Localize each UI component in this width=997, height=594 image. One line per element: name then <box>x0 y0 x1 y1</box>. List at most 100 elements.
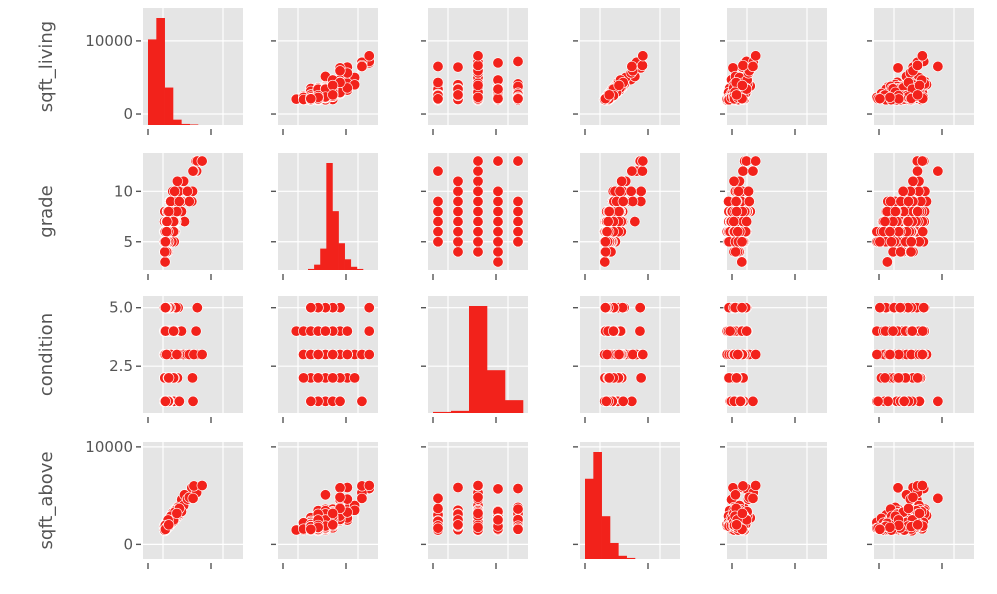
scatter-point <box>634 302 646 314</box>
scatter-point <box>614 185 626 197</box>
y-tick-label: 10 <box>114 182 133 200</box>
scatter-point <box>334 491 346 503</box>
scatter-point <box>912 165 924 177</box>
scatter-point <box>472 50 484 62</box>
histogram-bar <box>350 266 358 270</box>
scatter-point <box>737 59 749 71</box>
scatter-point <box>882 395 894 407</box>
scatter-point <box>432 502 444 514</box>
scatter-point <box>874 93 886 105</box>
scatter-point <box>472 479 484 491</box>
scatter-point <box>472 206 484 218</box>
scatter-point <box>452 481 464 493</box>
scatter-point <box>492 216 504 228</box>
scatter-point <box>472 521 484 533</box>
scatter-point <box>452 236 464 248</box>
scatter-point <box>472 155 484 167</box>
scatter-point <box>728 216 740 228</box>
histogram-bar <box>593 452 602 559</box>
panel-grade-col4 <box>573 153 680 280</box>
histogram-bar <box>451 410 470 413</box>
scatter-point <box>452 519 464 531</box>
scatter-point <box>472 165 484 177</box>
scatter-point <box>906 325 918 337</box>
scatter-point <box>742 185 754 197</box>
scatter-point <box>512 226 524 238</box>
y-tick-label: 5.0 <box>109 299 133 317</box>
y-axis-label-grade: grade <box>36 185 57 237</box>
scatter-point <box>874 302 886 314</box>
scatter-point <box>750 50 762 62</box>
scatter-point <box>492 246 504 258</box>
scatter-point <box>729 489 741 501</box>
scatter-point <box>452 216 464 228</box>
scatter-point <box>163 519 175 531</box>
scatter-point <box>173 395 185 407</box>
scatter-point <box>492 195 504 207</box>
scatter-point <box>918 302 930 314</box>
scatter-point <box>912 372 924 384</box>
scatter-point <box>912 206 924 218</box>
scatter-point <box>887 325 899 337</box>
histogram-bar <box>156 18 165 125</box>
scatter-point <box>472 195 484 207</box>
scatter-point <box>599 236 611 248</box>
scatter-point <box>601 226 613 238</box>
scatter-point <box>917 325 929 337</box>
scatter-point <box>159 256 171 268</box>
panel-sqft_above-col1 <box>136 442 243 569</box>
scatter-point <box>356 395 368 407</box>
scatter-point <box>603 89 615 101</box>
scatter-point <box>603 206 615 218</box>
scatter-point <box>327 79 339 91</box>
scatter-point <box>730 246 742 258</box>
scatter-point <box>472 246 484 258</box>
y-tick-label: 2.5 <box>109 357 133 375</box>
scatter-point <box>492 256 504 268</box>
scatter-point <box>747 395 759 407</box>
scatter-point <box>356 60 368 72</box>
panel-condition-col1 <box>136 296 243 423</box>
scatter-point <box>196 479 208 491</box>
panel-grade-col3 <box>421 153 528 280</box>
scatter-point <box>363 302 375 314</box>
scatter-point <box>492 514 504 526</box>
scatter-point <box>885 195 897 207</box>
scatter-point <box>161 226 173 238</box>
scatter-point <box>884 226 896 238</box>
y-tick-label: 5 <box>123 233 133 251</box>
scatter-point <box>432 206 444 218</box>
scatter-point <box>635 372 647 384</box>
scatter-point <box>298 372 310 384</box>
panel-grade-col2 <box>271 153 378 280</box>
scatter-point <box>601 348 613 360</box>
scatter-point <box>492 185 504 197</box>
scatter-point <box>196 348 208 360</box>
scatter-point <box>932 165 944 177</box>
scatter-point <box>894 302 906 314</box>
scatter-point <box>432 165 444 177</box>
scatter-point <box>363 348 375 360</box>
scatter-point <box>312 372 324 384</box>
histogram-bar <box>148 39 157 125</box>
scatter-point <box>512 195 524 207</box>
scatter-point <box>452 61 464 73</box>
scatter-point <box>327 507 339 519</box>
y-tick-label: 0 <box>123 105 133 123</box>
scatter-point <box>879 216 891 228</box>
scatter-point <box>616 175 628 187</box>
scatter-point <box>492 83 504 95</box>
scatter-point <box>432 60 444 72</box>
histogram-bar <box>320 248 327 270</box>
panel-grade-col5 <box>720 153 827 280</box>
scatter-point <box>432 522 444 534</box>
scatter-point <box>305 523 317 535</box>
scatter-point <box>747 165 759 177</box>
scatter-point <box>492 236 504 248</box>
scatter-point <box>319 489 331 501</box>
scatter-point <box>492 57 504 69</box>
scatter-point <box>432 226 444 238</box>
scatter-point <box>512 93 524 105</box>
histogram-bar <box>601 516 611 559</box>
